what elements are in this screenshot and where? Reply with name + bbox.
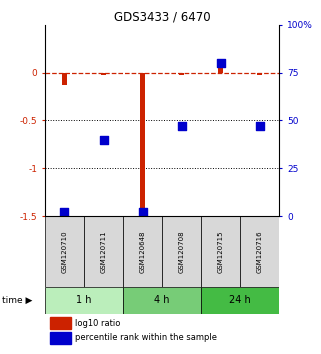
Bar bbox=[84, 216, 123, 286]
Point bbox=[179, 123, 184, 129]
Text: time ▶: time ▶ bbox=[2, 296, 32, 305]
Text: 24 h: 24 h bbox=[229, 295, 251, 306]
Bar bbox=[45, 216, 84, 286]
Bar bbox=[179, 73, 184, 74]
Bar bbox=[50, 332, 71, 344]
Point bbox=[101, 137, 106, 142]
Bar bbox=[140, 73, 145, 221]
Text: 4 h: 4 h bbox=[154, 295, 170, 306]
Bar bbox=[123, 216, 162, 286]
Text: GSM120708: GSM120708 bbox=[178, 230, 185, 273]
Bar bbox=[218, 60, 223, 73]
Bar bbox=[101, 73, 106, 74]
Text: percentile rank within the sample: percentile rank within the sample bbox=[75, 333, 217, 342]
Title: GDS3433 / 6470: GDS3433 / 6470 bbox=[114, 11, 211, 24]
Bar bbox=[50, 318, 71, 329]
Text: GSM120716: GSM120716 bbox=[257, 230, 263, 273]
Point bbox=[218, 60, 223, 66]
Point bbox=[62, 210, 67, 215]
Bar bbox=[123, 286, 201, 314]
Bar bbox=[201, 216, 240, 286]
Bar bbox=[162, 216, 201, 286]
Text: 1 h: 1 h bbox=[76, 295, 92, 306]
Point bbox=[257, 123, 262, 129]
Text: GSM120711: GSM120711 bbox=[100, 230, 107, 273]
Bar bbox=[257, 73, 262, 74]
Text: GSM120715: GSM120715 bbox=[218, 230, 224, 273]
Text: GSM120648: GSM120648 bbox=[140, 230, 146, 273]
Bar bbox=[201, 286, 279, 314]
Bar bbox=[45, 286, 123, 314]
Point bbox=[140, 210, 145, 215]
Bar bbox=[240, 216, 279, 286]
Text: log10 ratio: log10 ratio bbox=[75, 319, 121, 327]
Text: GSM120710: GSM120710 bbox=[61, 230, 67, 273]
Bar bbox=[62, 73, 67, 85]
